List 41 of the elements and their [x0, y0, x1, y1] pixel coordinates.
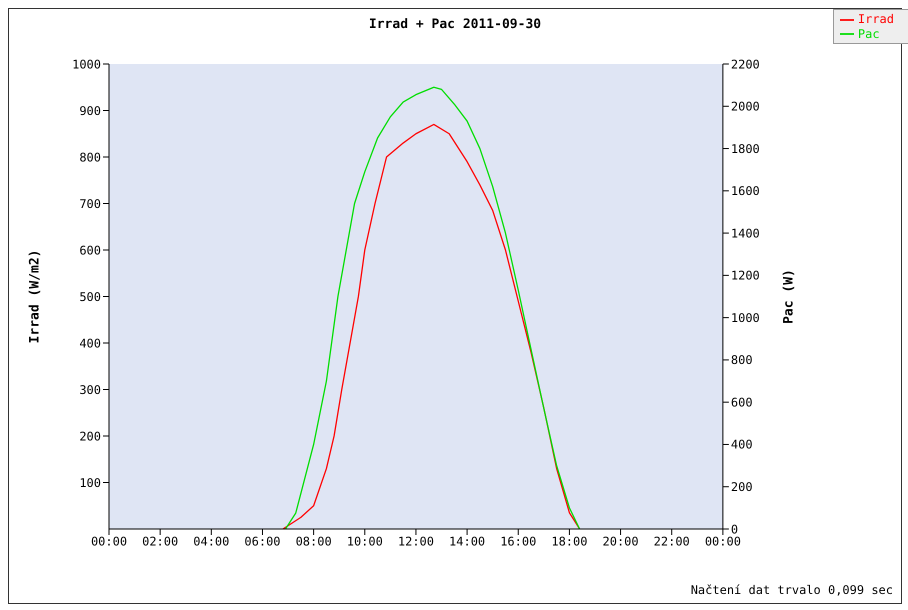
y2-tick-label: 1000 [730, 310, 760, 325]
y-axis-title: Irrad (W/m2) [28, 250, 43, 344]
x-tick-label: 00:00 [90, 534, 128, 549]
y-tick-label: 500 [79, 290, 101, 304]
x-tick-label: 12:00 [398, 534, 434, 549]
x-tick-label: 16:00 [500, 534, 536, 549]
y-tick-label: 1000 [72, 57, 101, 72]
x-tick-label: 14:00 [449, 534, 486, 549]
y-tick-label: 200 [79, 429, 101, 444]
legend-label: Irrad [858, 12, 894, 26]
y-tick-label: 100 [79, 476, 101, 490]
x-tick-label: 18:00 [551, 534, 588, 549]
x-tick-label: 08:00 [296, 534, 332, 549]
y2-tick-label: 1200 [730, 268, 760, 283]
x-tick-label: 10:00 [346, 534, 383, 549]
x-tick-label: 20:00 [602, 534, 639, 549]
y2-tick-label: 800 [730, 353, 753, 368]
y2-tick-label: 1600 [730, 184, 760, 198]
y2-tick-label: 1400 [730, 226, 760, 240]
y2-tick-label: 2200 [730, 57, 760, 72]
y2-tick-label: 200 [730, 480, 753, 494]
text: Načtení dat trvalo 0,099 sec [690, 583, 893, 597]
chart-title: Irrad + Pac 2011-09-30 [368, 17, 542, 32]
y2-tick-label: 400 [730, 438, 753, 452]
y2-tick-label: 600 [730, 395, 753, 410]
y-tick-label: 300 [79, 382, 101, 397]
x-tick-label: 22:00 [654, 534, 690, 549]
y-tick-label: 600 [79, 243, 101, 258]
y2-tick-label: 2000 [730, 100, 760, 114]
x-tick-label: 02:00 [142, 534, 178, 549]
y-tick-label: 400 [79, 336, 101, 350]
y2-tick-label: 0 [730, 522, 738, 536]
y-tick-label: 700 [79, 196, 101, 211]
y-tick-label: 900 [79, 104, 101, 118]
x-tick-label: 06:00 [244, 534, 281, 549]
y2-tick-label: 1800 [730, 142, 760, 156]
x-tick-label: 00:00 [704, 534, 741, 549]
x-tick-label: 04:00 [193, 534, 230, 549]
legend-label: Pac [858, 26, 880, 41]
y-tick-label: 800 [79, 150, 101, 164]
y2-axis-title: Pac (W) [781, 269, 796, 324]
